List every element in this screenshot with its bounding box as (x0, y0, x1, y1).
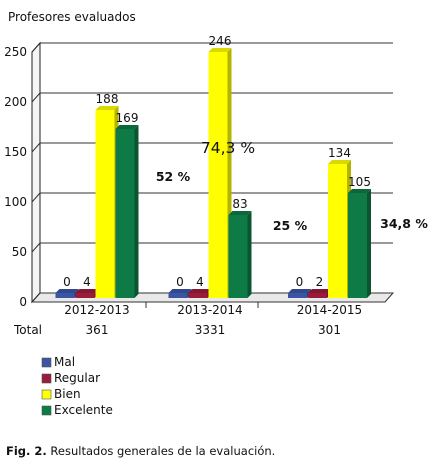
percent-annotation: 34,8 % (380, 216, 428, 231)
bar-top (288, 289, 311, 293)
bar (208, 52, 228, 298)
bar-top (188, 289, 212, 293)
x-tick-label: 2014-2015 (297, 303, 362, 317)
bar-value-label: 4 (83, 275, 91, 289)
bar-side (367, 189, 371, 298)
bar (168, 293, 188, 298)
legend-swatch (41, 405, 52, 416)
legend-label: Bien (54, 387, 81, 401)
bar-value-label: 0 (296, 275, 304, 289)
gridline-depth (31, 192, 41, 203)
figure-caption-text: Resultados generales de la evaluación. (46, 444, 276, 458)
bar-side (247, 211, 252, 298)
bar (75, 293, 95, 298)
bar (55, 293, 75, 298)
bar (328, 164, 347, 298)
gridline-depth (31, 292, 41, 303)
gridline-depth (31, 242, 41, 253)
bar-top (115, 125, 139, 129)
bar-top (168, 289, 192, 293)
percent-annotation: 25 % (273, 218, 308, 233)
bar-value-label: 246 (209, 34, 232, 48)
bar-value-label: 0 (63, 275, 71, 289)
bar-top (208, 48, 232, 52)
bar (288, 293, 307, 298)
y-tick-label: 0 (19, 295, 27, 309)
total-label: Total (13, 323, 42, 337)
total-value: 3331 (195, 323, 226, 337)
total-value: 301 (318, 323, 341, 337)
bar-top (228, 211, 252, 215)
bar-value-label: 83 (232, 197, 247, 211)
bar-top (75, 289, 99, 293)
figure-caption: Fig. 2. Resultados generales de la evalu… (6, 444, 275, 458)
bar (308, 293, 327, 298)
x-tick-label: 2012-2013 (64, 303, 129, 317)
percent-annotation: 74,3 % (201, 139, 255, 157)
bar-top (348, 189, 371, 193)
x-tick-label: 2013-2014 (177, 303, 242, 317)
bar-top (308, 289, 331, 293)
bar-top (95, 106, 119, 110)
y-tick-label: 200 (4, 95, 27, 109)
y-tick-label: 250 (4, 45, 27, 59)
gridline-depth (31, 42, 41, 53)
bar (348, 193, 367, 298)
y-tick-label: 100 (4, 195, 27, 209)
y-tick-label: 50 (12, 245, 27, 259)
bar (115, 129, 135, 298)
bar-value-label: 0 (176, 275, 184, 289)
bar-value-label: 105 (348, 175, 371, 189)
total-value: 361 (86, 323, 109, 337)
bar (228, 215, 248, 298)
bar-top (55, 289, 79, 293)
legend-label: Mal (54, 355, 75, 369)
legend-label: Regular (54, 371, 100, 385)
gridline-depth (31, 142, 41, 153)
gridline-depth (31, 92, 41, 103)
bar-top (328, 160, 351, 164)
legend-swatch (41, 357, 52, 368)
chart-side-wall (31, 41, 41, 304)
legend-swatch (41, 373, 52, 384)
percent-annotation: 52 % (156, 169, 191, 184)
bar-value-label: 134 (328, 146, 351, 160)
figure-label: Fig. 2. (6, 444, 47, 458)
bar (188, 293, 208, 298)
bar-value-label: 188 (96, 92, 119, 106)
legend-label: Excelente (54, 403, 113, 417)
bar-value-label: 169 (116, 111, 139, 125)
y-axis-title: Profesores evaluados (8, 10, 136, 24)
legend-swatch (41, 389, 52, 400)
bar-value-label: 4 (196, 275, 204, 289)
bar (95, 110, 115, 298)
y-tick-label: 150 (4, 145, 27, 159)
bar-side (134, 125, 139, 298)
bar-value-label: 2 (316, 275, 324, 289)
